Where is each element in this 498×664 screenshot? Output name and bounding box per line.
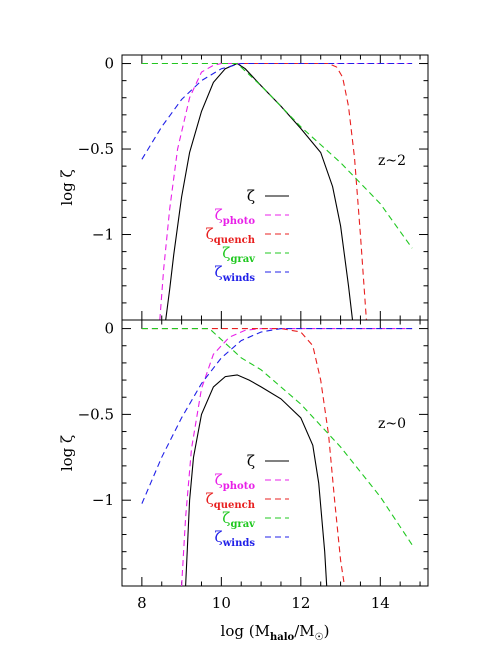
x-tick-label: 10 [212, 594, 231, 612]
y-tick-label: −0.5 [78, 405, 114, 423]
legend-label-ζwinds: ζwinds [215, 263, 256, 284]
series-line-ζquench [141, 328, 346, 586]
redshift-annotation: z~0 [378, 416, 406, 432]
y-tick-label: −1 [92, 491, 114, 509]
legend-label-ζ: ζ [247, 187, 255, 205]
legend-label-ζphoto: ζphoto [215, 471, 256, 492]
series-line-ζphoto [181, 328, 413, 586]
plot-frame [121, 54, 429, 321]
y-axis-label: log ζ [58, 435, 76, 471]
legend-label-ζgrav: ζgrav [222, 244, 256, 265]
y-tick-label: 0 [104, 320, 114, 338]
y-axis-label: log ζ [58, 169, 76, 205]
x-tick-label: 14 [371, 594, 390, 612]
series-line-ζgrav [141, 328, 413, 546]
legend-label-ζphoto: ζphoto [215, 206, 256, 227]
series-line-ζwinds [141, 328, 413, 504]
series-line-ζgrav [141, 62, 413, 249]
legend-label-ζquench: ζquench [206, 225, 256, 246]
x-tick-label: 12 [291, 594, 310, 612]
series-line-ζquench [141, 62, 367, 320]
y-tick-label: −0.5 [78, 140, 114, 158]
series-line-ζwinds [141, 62, 413, 160]
series-group [141, 62, 413, 320]
redshift-annotation: z~2 [378, 153, 406, 169]
series-group [141, 328, 413, 586]
series-line-ζ [185, 374, 328, 586]
x-tick-label: 8 [137, 594, 147, 612]
legend-label-ζgrav: ζgrav [222, 509, 256, 530]
y-tick-label: −1 [92, 226, 114, 244]
legend-label-ζ: ζ [247, 452, 255, 470]
legend-label-ζwinds: ζwinds [215, 528, 256, 549]
y-tick-label: 0 [104, 55, 114, 73]
legend-label-ζquench: ζquench [206, 490, 256, 511]
series-line-ζ [165, 62, 354, 320]
plot-frame [121, 319, 429, 587]
series-line-ζphoto [159, 62, 413, 320]
panel-bottom: 0 −0.5 −1 8 10 12 14 log ζ z~0 ζζphotoζquenchζgra… [58, 319, 429, 643]
x-axis-label: log (Mhalo/M☉) [221, 622, 330, 643]
